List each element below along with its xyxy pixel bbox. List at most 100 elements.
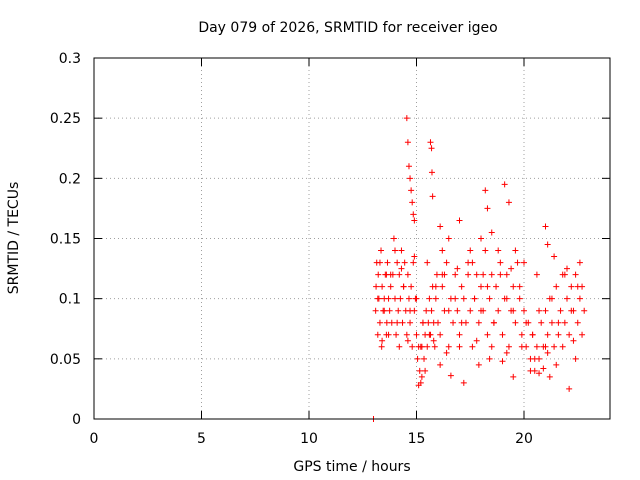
data-point xyxy=(421,355,428,362)
data-point xyxy=(398,247,405,254)
data-point xyxy=(495,307,502,314)
data-point xyxy=(538,319,545,326)
y-axis-label: SRMTID / TECUs xyxy=(6,182,22,295)
data-point xyxy=(553,361,560,368)
data-point xyxy=(551,253,558,260)
data-point xyxy=(555,331,562,338)
data-point xyxy=(475,361,482,368)
data-point xyxy=(385,295,392,302)
data-point xyxy=(456,331,463,338)
data-point xyxy=(428,169,435,176)
data-point xyxy=(473,271,480,278)
data-point xyxy=(378,343,385,350)
data-point xyxy=(416,367,423,374)
data-point xyxy=(423,307,430,314)
data-point xyxy=(452,295,459,302)
data-point xyxy=(376,259,383,266)
data-point xyxy=(482,187,489,194)
data-point xyxy=(381,307,388,314)
data-point xyxy=(533,271,540,278)
data-point xyxy=(523,319,530,326)
data-point xyxy=(544,349,551,356)
data-point xyxy=(499,331,506,338)
data-point xyxy=(396,343,403,350)
data-point xyxy=(536,307,543,314)
data-point xyxy=(548,319,555,326)
data-point xyxy=(542,223,549,230)
data-point xyxy=(480,271,487,278)
data-point xyxy=(424,259,431,266)
data-point xyxy=(409,343,416,350)
data-point xyxy=(561,319,568,326)
data-point xyxy=(516,295,523,302)
data-point xyxy=(566,331,573,338)
data-point xyxy=(403,331,410,338)
data-point xyxy=(527,367,534,374)
data-point xyxy=(432,295,439,302)
data-point xyxy=(458,319,465,326)
data-point xyxy=(475,319,482,326)
data-point xyxy=(425,319,432,326)
data-point xyxy=(559,343,566,350)
data-point xyxy=(413,331,420,338)
data-point xyxy=(486,355,493,362)
data-point xyxy=(373,283,380,290)
y-tick-label: 0.1 xyxy=(59,292,81,308)
data-point xyxy=(574,319,581,326)
data-point xyxy=(488,229,495,236)
data-point xyxy=(505,199,512,206)
data-point xyxy=(379,283,386,290)
data-point xyxy=(452,271,459,278)
data-point xyxy=(486,295,493,302)
data-point xyxy=(418,373,425,380)
data-point xyxy=(574,283,581,290)
data-point xyxy=(521,259,527,266)
data-point xyxy=(503,271,510,278)
data-point xyxy=(478,283,484,290)
data-point xyxy=(544,241,551,248)
data-point xyxy=(387,283,394,290)
data-point xyxy=(404,337,411,344)
data-point xyxy=(529,331,536,338)
data-point xyxy=(482,247,489,254)
data-point xyxy=(435,319,441,326)
data-point xyxy=(395,307,402,314)
data-point xyxy=(497,259,504,266)
data-point xyxy=(426,295,433,302)
data-point xyxy=(488,271,495,278)
data-point xyxy=(408,283,415,290)
data-point xyxy=(386,307,393,314)
data-point xyxy=(564,295,570,302)
data-point xyxy=(557,307,564,314)
data-point xyxy=(397,295,404,302)
data-point xyxy=(415,382,422,389)
data-point xyxy=(499,358,506,365)
y-axis-ticks: 0 0.05 0.1 0.15 0.2 0.25 0.3 xyxy=(50,51,610,428)
data-point xyxy=(518,331,525,338)
data-point xyxy=(516,283,523,290)
data-point xyxy=(392,247,398,254)
data-point xyxy=(469,259,476,266)
data-point xyxy=(411,217,418,224)
data-point xyxy=(437,331,444,338)
data-point xyxy=(484,331,491,338)
data-point xyxy=(443,349,450,356)
data-point xyxy=(390,235,397,242)
data-point xyxy=(405,295,412,302)
data-point xyxy=(408,187,415,194)
data-point xyxy=(417,343,424,350)
data-point xyxy=(437,361,444,368)
data-point xyxy=(372,307,379,314)
plot-frame xyxy=(93,57,611,420)
data-point xyxy=(546,373,553,380)
y-tick-label: 0 xyxy=(72,412,81,428)
grid-lines xyxy=(94,58,610,419)
x-tick-label: 10 xyxy=(300,431,318,447)
data-point xyxy=(445,235,452,242)
data-point xyxy=(447,372,454,379)
data-point xyxy=(570,337,577,344)
data-point xyxy=(419,319,426,326)
data-point xyxy=(411,253,418,260)
data-point xyxy=(544,331,551,338)
data-point xyxy=(503,295,510,302)
